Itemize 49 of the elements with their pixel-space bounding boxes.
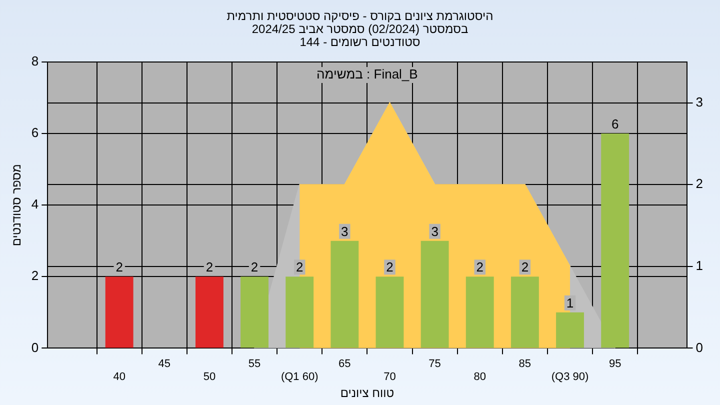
- x-tick-label: 55: [248, 358, 261, 370]
- bar: [601, 134, 630, 348]
- x-tick-label: (Q3 90): [551, 371, 589, 384]
- text: סטודנטים רשומים - 144: [298, 35, 422, 49]
- bar: [376, 276, 404, 348]
- data-label: 2: [116, 260, 123, 275]
- x-tick-label: 80: [474, 371, 486, 384]
- x-tick-label: (Q1 60): [280, 371, 318, 384]
- x-tick-label: 45: [158, 358, 171, 370]
- chart-subtitle: בסמסטר (02/2024) סמסטר אביב 2024/25: [250, 22, 470, 36]
- y-tick-label: 2: [31, 268, 39, 284]
- y-tick-label: 0: [31, 340, 39, 355]
- data-label: 2: [296, 260, 304, 275]
- y-tick-label: 8: [31, 54, 39, 69]
- x-tick-label: 40: [113, 371, 126, 384]
- bar: [466, 276, 494, 348]
- x-axis-title: טווח ציונים: [340, 386, 394, 400]
- data-label: 2: [250, 260, 258, 275]
- y-tick-label: 6: [31, 125, 39, 140]
- x-tick-label: 95: [608, 358, 622, 370]
- data-label: 6: [611, 116, 619, 132]
- annotation: במשימה : Final_B: [316, 66, 418, 82]
- y2-tick-label: 1: [696, 258, 704, 274]
- bar: [195, 276, 224, 348]
- x-tick-label: 85: [518, 358, 532, 370]
- bar: [105, 276, 134, 348]
- chart-title: היסטוגרמת ציונים בקורס - פיסיקה סטטיסטית ותרמית: [226, 9, 494, 23]
- data-label: 2: [476, 260, 484, 275]
- y2-tick-label: 2: [696, 176, 704, 192]
- bar: [286, 276, 314, 348]
- bar: [556, 312, 584, 348]
- x-tick-label: 65: [338, 358, 351, 370]
- y-axis-title: מספר סטודנטים: [10, 164, 24, 246]
- bar: [240, 276, 268, 348]
- data-label: 2: [386, 260, 394, 275]
- y2-tick-label: 3: [696, 94, 704, 110]
- data-label: 1: [566, 296, 574, 311]
- data-label: 2: [521, 260, 529, 275]
- data-label: 3: [431, 224, 438, 239]
- data-label: 3: [341, 224, 348, 239]
- x-tick-label: 70: [384, 371, 396, 384]
- y2-tick-label: 0: [696, 340, 704, 355]
- x-tick-label: 50: [203, 371, 216, 384]
- x-tick-label: 75: [428, 358, 441, 370]
- bar: [420, 240, 449, 348]
- bar: [330, 240, 359, 348]
- data-label: 2: [206, 260, 214, 275]
- bar: [510, 276, 539, 348]
- y-tick-label: 4: [31, 196, 39, 212]
